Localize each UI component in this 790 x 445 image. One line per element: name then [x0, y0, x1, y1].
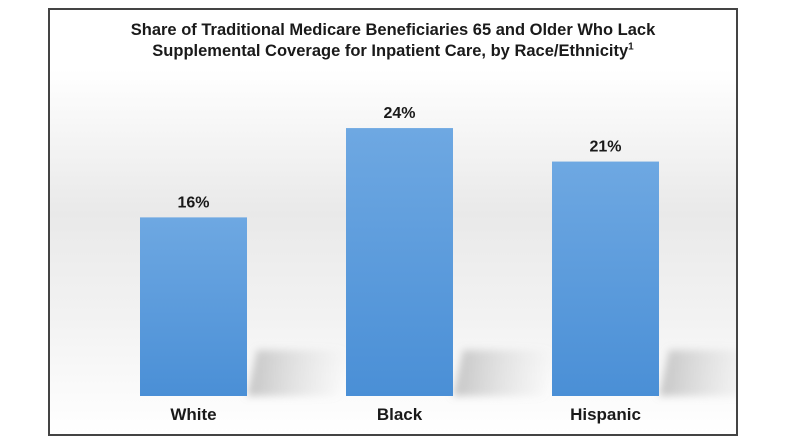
data-label-black: 24%: [383, 105, 415, 122]
bar-shadow: [247, 350, 347, 396]
category-label-black: Black: [377, 405, 423, 424]
bar-chart: 16% White 24% Black 21% Hispanic: [140, 105, 736, 424]
bar-shadow: [453, 350, 553, 396]
bar-hispanic: [552, 161, 659, 396]
bar-shadow: [659, 350, 736, 396]
chart-title: Share of Traditional Medicare Beneficiar…: [50, 20, 736, 62]
category-label-hispanic: Hispanic: [570, 405, 641, 424]
chart-title-line-1: Share of Traditional Medicare Beneficiar…: [130, 21, 656, 39]
chart-title-footnote: 1: [628, 41, 634, 53]
data-label-white: 16%: [177, 194, 209, 211]
chart-frame: Share of Traditional Medicare Beneficiar…: [48, 8, 738, 436]
chart-title-line-2: Supplemental Coverage for Inpatient Care…: [152, 42, 629, 60]
bar-black: [346, 128, 453, 396]
data-label-hispanic: 21%: [589, 139, 621, 156]
category-label-white: White: [170, 405, 216, 424]
bar-white: [140, 217, 247, 396]
